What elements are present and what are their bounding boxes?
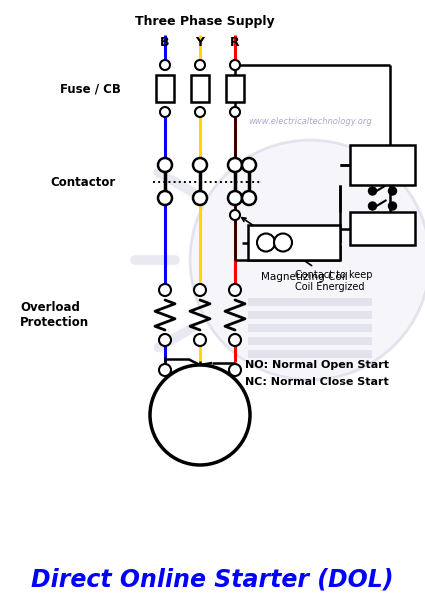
Text: Overload
Protection: Overload Protection bbox=[20, 301, 89, 329]
Circle shape bbox=[242, 191, 256, 205]
Text: Three Phase Supply: Three Phase Supply bbox=[135, 16, 275, 28]
Circle shape bbox=[257, 233, 275, 251]
Text: Motor: Motor bbox=[179, 419, 221, 431]
Bar bbox=[248, 311, 372, 319]
Circle shape bbox=[230, 107, 240, 117]
Circle shape bbox=[388, 202, 397, 210]
Circle shape bbox=[368, 202, 377, 210]
Text: R: R bbox=[230, 35, 240, 49]
Bar bbox=[350, 212, 415, 245]
Circle shape bbox=[242, 158, 256, 172]
Text: NC: Normal Close Start: NC: Normal Close Start bbox=[245, 377, 389, 387]
Circle shape bbox=[194, 284, 206, 296]
Bar bbox=[248, 337, 372, 345]
Circle shape bbox=[159, 284, 171, 296]
Text: 3-Phase: 3-Phase bbox=[172, 397, 228, 409]
Circle shape bbox=[388, 187, 397, 195]
Text: Y: Y bbox=[196, 35, 204, 49]
Text: Magnetizing Coil: Magnetizing Coil bbox=[261, 272, 347, 282]
Circle shape bbox=[158, 158, 172, 172]
Bar bbox=[191, 75, 209, 102]
Circle shape bbox=[193, 158, 207, 172]
Circle shape bbox=[230, 60, 240, 70]
Circle shape bbox=[195, 60, 205, 70]
Circle shape bbox=[194, 334, 206, 346]
Bar bbox=[248, 225, 340, 260]
Circle shape bbox=[190, 140, 425, 380]
Text: NO: NO bbox=[371, 158, 394, 172]
Circle shape bbox=[195, 107, 205, 117]
Circle shape bbox=[158, 191, 172, 205]
Bar bbox=[248, 298, 372, 306]
Text: Contact to keep
Coil Energized: Contact to keep Coil Energized bbox=[242, 218, 372, 292]
Bar bbox=[248, 324, 372, 332]
Bar bbox=[350, 145, 415, 185]
Text: NO: Normal Open Start: NO: Normal Open Start bbox=[245, 360, 389, 370]
Circle shape bbox=[229, 364, 241, 376]
Circle shape bbox=[229, 284, 241, 296]
Text: Contactor: Contactor bbox=[50, 175, 115, 188]
Text: Direct Online Starter (DOL): Direct Online Starter (DOL) bbox=[31, 568, 393, 592]
Circle shape bbox=[150, 365, 250, 465]
Circle shape bbox=[194, 364, 206, 376]
Circle shape bbox=[159, 334, 171, 346]
Circle shape bbox=[159, 364, 171, 376]
Circle shape bbox=[228, 191, 242, 205]
Text: B: B bbox=[160, 35, 170, 49]
Circle shape bbox=[368, 187, 377, 195]
Text: www.electricaltechnology.org: www.electricaltechnology.org bbox=[248, 118, 372, 127]
Circle shape bbox=[193, 191, 207, 205]
Bar bbox=[226, 75, 244, 102]
Circle shape bbox=[160, 60, 170, 70]
Circle shape bbox=[230, 210, 240, 220]
Bar bbox=[156, 75, 174, 102]
Bar bbox=[248, 350, 372, 358]
Text: Fuse / CB: Fuse / CB bbox=[60, 82, 121, 95]
Circle shape bbox=[229, 334, 241, 346]
Circle shape bbox=[160, 107, 170, 117]
Text: NC: NC bbox=[371, 221, 394, 235]
Circle shape bbox=[274, 233, 292, 251]
Circle shape bbox=[228, 158, 242, 172]
